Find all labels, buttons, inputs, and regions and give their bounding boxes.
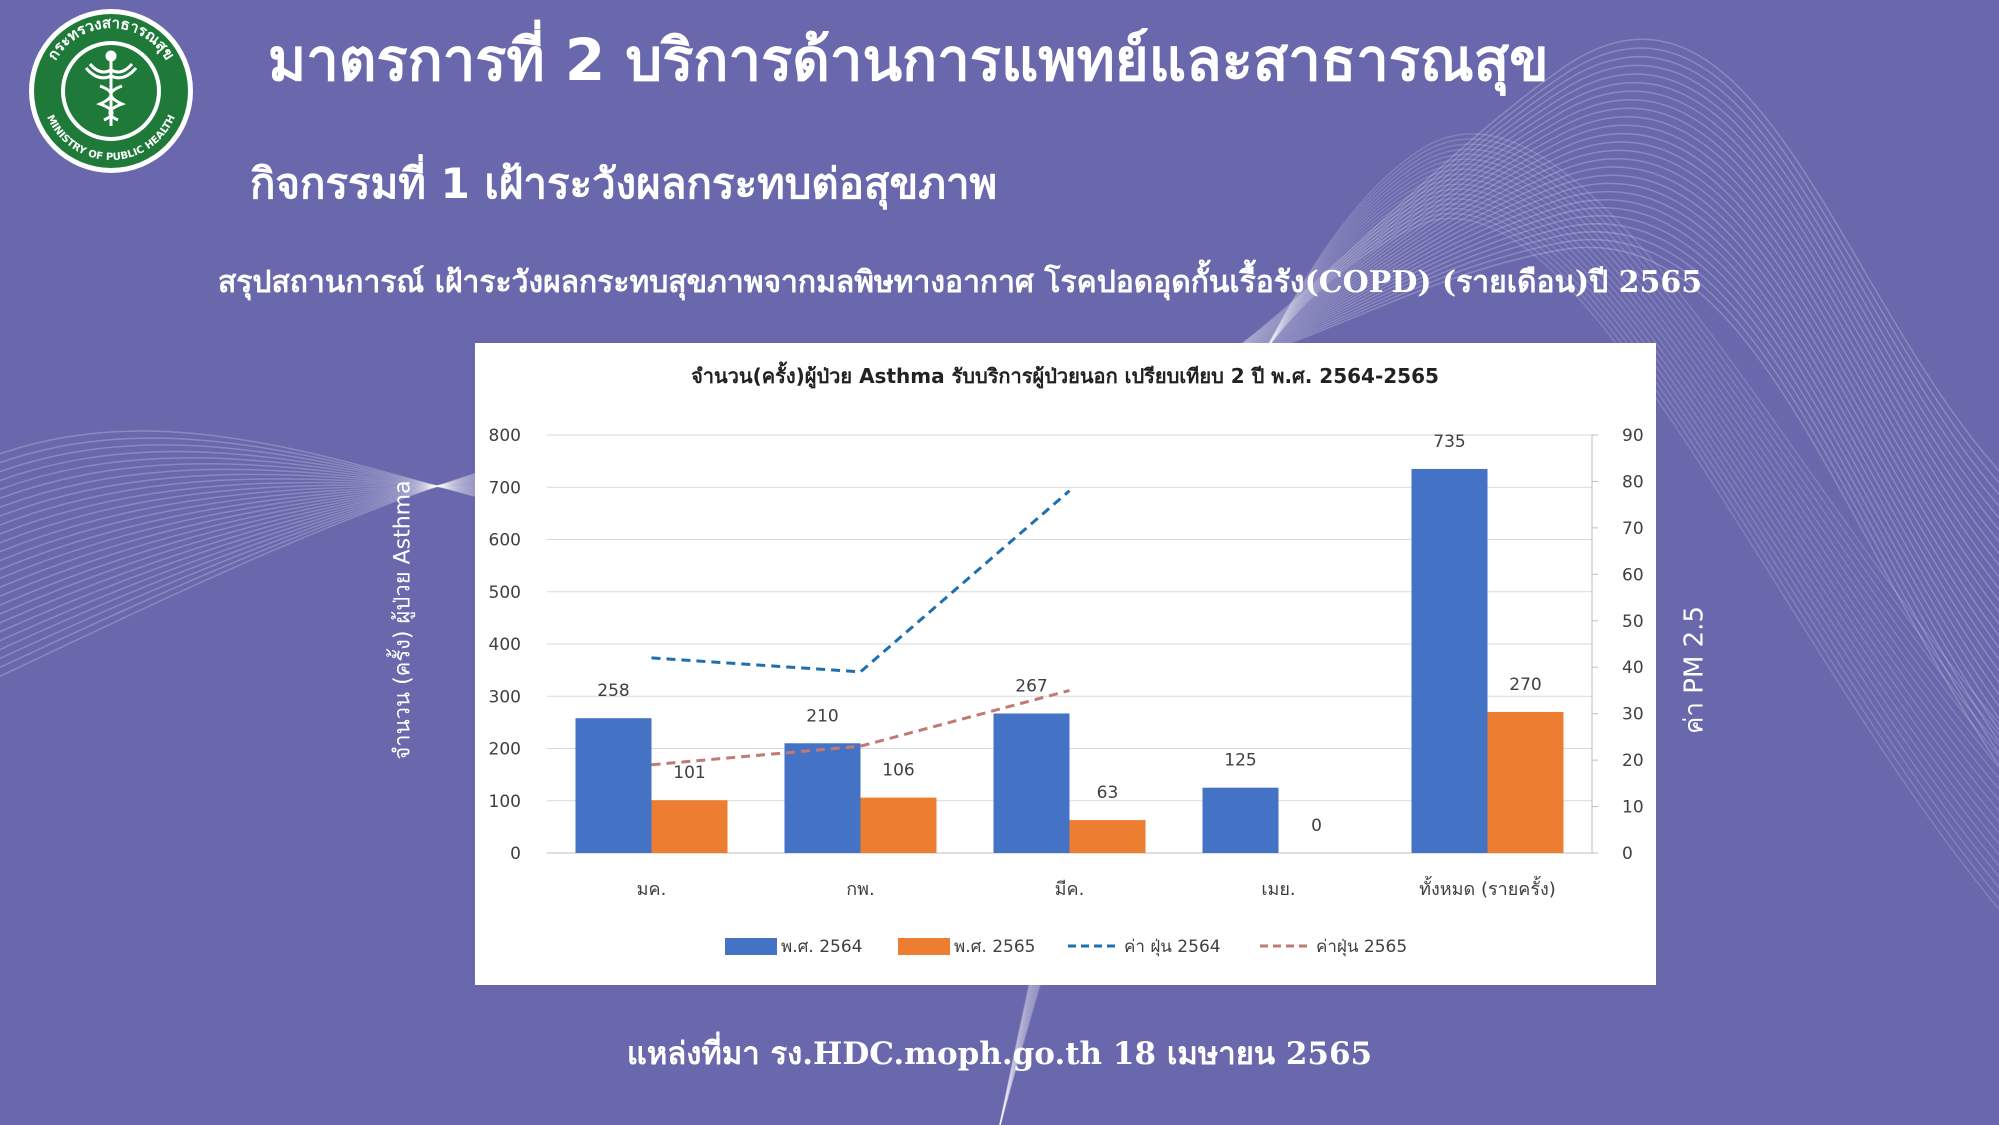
data-label: 258 — [597, 681, 629, 701]
y-left-tick-label: 600 — [489, 531, 521, 551]
bar — [575, 718, 652, 853]
data-label: 735 — [1433, 432, 1465, 452]
background-wave-line — [0, 141, 1999, 614]
background-wave-line — [0, 38, 1999, 543]
ministry-logo: กระทรวงสาธารณสุข MINISTRY OF PUBLIC HEAL… — [26, 6, 196, 176]
data-label: 270 — [1509, 675, 1541, 695]
chart-title: จำนวน(ครั้ง)ผู้ป่วย Asthma รับบริการผู้ป… — [691, 361, 1439, 390]
y-right-tick-label: 90 — [1622, 426, 1644, 446]
y-left-tick-label: 0 — [510, 844, 521, 864]
bar — [651, 800, 728, 853]
data-label: 0 — [1311, 816, 1322, 836]
source-note: แหล่งที่มา รง.HDC.moph.go.th 18 เมษายน 2… — [626, 1036, 1373, 1072]
background-wave-line — [0, 157, 1999, 637]
background-wave-line — [0, 174, 1999, 661]
data-label: 106 — [882, 761, 914, 781]
y-right-tick-label: 30 — [1622, 705, 1644, 725]
y-left-tick-label: 400 — [489, 635, 521, 655]
y-right-tick-label: 10 — [1622, 798, 1644, 818]
chart-card: จำนวน(ครั้ง)ผู้ป่วย Asthma รับบริการผู้ป… — [475, 343, 1656, 985]
x-tick-label: มค. — [637, 879, 667, 900]
background-wave-line — [0, 124, 1999, 590]
y-left-tick-label: 200 — [489, 740, 521, 760]
y-left-tick-label: 500 — [489, 583, 521, 603]
data-label: 210 — [806, 706, 838, 726]
background-wave-line — [0, 116, 1999, 578]
y-left-tick-label: 700 — [489, 478, 521, 498]
background-wave-line — [0, 47, 1999, 538]
legend-label: ค่าฝุ่น 2565 — [1316, 937, 1407, 957]
background-wave-line — [0, 149, 1999, 626]
bar — [1069, 820, 1146, 853]
x-tick-label: กพ. — [846, 879, 875, 900]
y-left-tick-label: 300 — [489, 687, 521, 707]
bar — [1487, 711, 1564, 853]
x-tick-label: มีค. — [1055, 879, 1085, 900]
background-wave-line — [0, 182, 1999, 673]
data-label: 101 — [673, 763, 705, 783]
y-left-tick-label: 800 — [489, 426, 521, 446]
y-left-tick-label: 100 — [489, 792, 521, 812]
legend-swatch — [725, 938, 777, 955]
background-wave-line — [0, 107, 1999, 567]
bar — [860, 797, 937, 853]
background-wave-line — [0, 90, 1999, 543]
y-right-tick-label: 40 — [1622, 658, 1644, 678]
bar — [1411, 468, 1488, 853]
y-axis-left-label: จำนวน (ครั้ง) ผู้ป่วย Asthma — [390, 480, 416, 760]
asthma-chart: จำนวน(ครั้ง)ผู้ป่วย Asthma รับบริการผู้ป… — [489, 361, 1644, 957]
activity-subtitle: กิจกรรมที่ 1 เฝ้าระวังผลกระทบต่อสุขภาพ — [250, 159, 998, 208]
bar — [784, 743, 861, 853]
bar — [1202, 787, 1279, 853]
y-right-tick-label: 70 — [1622, 519, 1644, 539]
bar — [993, 713, 1070, 853]
series-line — [651, 489, 1071, 674]
caduceus-emblem — [84, 50, 138, 126]
background-wave-line — [0, 99, 1999, 555]
legend-label: ค่า ฝุ่น 2564 — [1124, 937, 1221, 957]
y-right-tick-label: 20 — [1622, 751, 1644, 771]
background-wave-line — [0, 56, 1999, 532]
x-tick-label: ทั้งหมด (รายครั้ง) — [1419, 876, 1556, 900]
y-right-tick-label: 0 — [1622, 844, 1633, 864]
y-right-tick-label: 80 — [1622, 472, 1644, 492]
background-wave-line — [0, 64, 1999, 527]
background-wave-line — [0, 81, 1999, 531]
x-tick-label: เมย. — [1261, 879, 1295, 900]
background-wave-line — [0, 166, 1999, 649]
legend-swatch — [898, 938, 950, 955]
background-wave-line — [0, 132, 1999, 602]
y-axis-right-label: ค่า PM 2.5 — [1679, 606, 1710, 734]
background-wave-line — [0, 73, 1999, 522]
data-label: 267 — [1015, 676, 1047, 696]
main-title: มาตรการที่ 2 บริการด้านการแพทย์และสาธารณ… — [268, 26, 1549, 94]
data-label: 63 — [1097, 783, 1119, 803]
summary-title: สรุปสถานการณ์ เฝ้าระวังผลกระทบสุขภาพจากม… — [218, 265, 1703, 300]
data-label: 125 — [1224, 751, 1256, 771]
legend-label: พ.ศ. 2565 — [954, 937, 1035, 957]
y-right-tick-label: 50 — [1622, 612, 1644, 632]
y-right-tick-label: 60 — [1622, 565, 1644, 585]
legend-label: พ.ศ. 2564 — [781, 937, 862, 957]
